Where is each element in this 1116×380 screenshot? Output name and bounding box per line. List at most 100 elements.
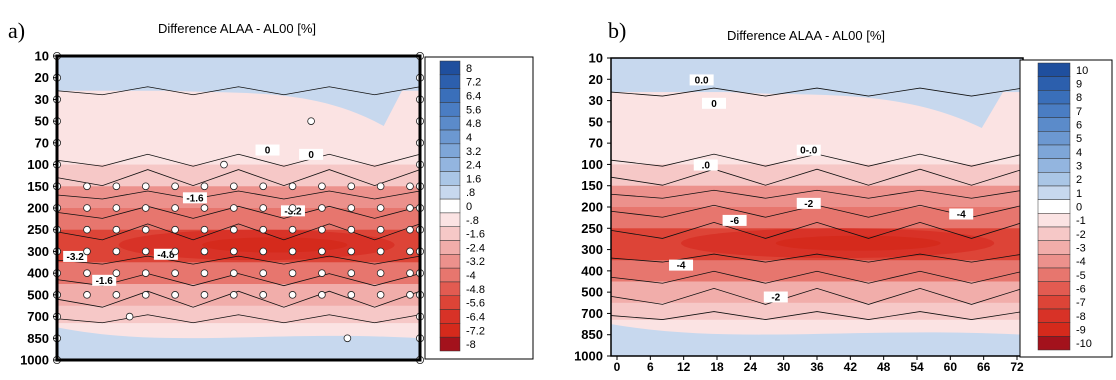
colorbar-label-a: -1.6	[466, 229, 485, 241]
colorbar-label-a: -4.8	[466, 284, 485, 296]
contour-label-b: -2	[771, 293, 780, 304]
grid-point-a	[259, 225, 267, 234]
field-band-a	[57, 208, 420, 231]
field-positive-a	[57, 56, 420, 126]
y-tick-label-a: 70	[35, 135, 49, 150]
grid-point-a	[141, 225, 150, 234]
contour-line-a	[56, 223, 421, 241]
contour-label-b: 0-.0	[800, 146, 818, 157]
grid-point-a	[200, 182, 209, 191]
field-band-b	[611, 207, 1023, 229]
contour-label-bg-b	[702, 97, 726, 109]
field-positive-b	[611, 58, 1023, 128]
contour-label-bg-b	[722, 214, 747, 226]
grid-point-a	[200, 269, 209, 277]
contour-label-bg-b	[669, 259, 694, 271]
colorbar-label-a: 1.6	[466, 173, 481, 185]
contour-line-a	[56, 190, 421, 200]
field-b	[611, 58, 1023, 357]
grid-point-a	[307, 117, 315, 125]
y-tick-label-b: 20	[589, 72, 603, 87]
contour-line-b	[610, 270, 1024, 284]
contour-label-bg-a	[63, 250, 88, 262]
colorbar-label-b: 6	[1076, 120, 1082, 132]
grid-point-a	[318, 269, 326, 277]
colorbar-swatch-a	[439, 74, 461, 89]
colorbar-swatch-b	[1037, 76, 1071, 91]
colorbar-label-b: 8	[1076, 92, 1082, 104]
grid-point-a	[288, 247, 297, 256]
grid-point-a	[171, 291, 179, 299]
y-tick-label-b: 100	[581, 157, 603, 172]
grid-point-a	[318, 247, 326, 256]
grid-point-a	[141, 204, 150, 212]
contour-line-a	[56, 290, 421, 308]
grid-point-a	[376, 247, 385, 256]
colorbar-label-b: -5	[1076, 270, 1086, 282]
colorbar-swatch-a	[439, 157, 461, 172]
field-band-a	[57, 164, 420, 187]
colorbar-swatch-b	[1037, 213, 1071, 228]
colorbar-label-b: 3	[1076, 161, 1082, 173]
colorbar-label-a: 4.8	[466, 118, 481, 130]
contour-line-b	[610, 311, 1024, 320]
colorbar-swatch-a	[439, 336, 461, 352]
contour-label-a: -3.2	[67, 252, 85, 263]
contour-label-a: -1.6	[186, 193, 204, 204]
contour-line-b	[610, 287, 1024, 305]
grid-point-a	[376, 291, 385, 299]
colorbar-swatch-a	[439, 267, 461, 283]
colorbar-swatch-a	[439, 226, 461, 241]
x-tick-label-b: 0	[614, 360, 621, 374]
y-tick-label-a: 50	[35, 114, 49, 129]
grid-point-a	[406, 291, 414, 299]
field-core-inner-a	[202, 237, 348, 253]
chart-title-b: Difference ALAA - AL00 [%]	[727, 28, 885, 43]
colorbar-label-a: 3.2	[466, 146, 481, 158]
contour-label-a: -4.8	[157, 250, 175, 261]
grid-point-a	[343, 334, 352, 343]
x-tick-label-b: 60	[944, 360, 958, 374]
grid-point-a	[347, 269, 356, 277]
grid-point-a	[83, 182, 91, 191]
y-tick-label-a: 200	[27, 201, 49, 216]
contour-label-a: 0	[265, 146, 271, 157]
grid-point-a	[347, 291, 356, 299]
grid-point-a	[141, 247, 150, 256]
colorbar-label-a: -6.4	[466, 311, 485, 323]
chart-b-svg: b) Difference ALAA - AL00 [%] 0.0 0 0-.0 .0 -2…	[574, 18, 1113, 374]
colorbar-swatch-b	[1037, 281, 1071, 296]
grid-point-a	[406, 247, 414, 256]
colorbar-swatch-a	[439, 240, 461, 255]
contour-label-bg-b	[796, 144, 821, 156]
colorbar-swatch-b	[1037, 103, 1071, 118]
colorbar-swatch-a	[439, 102, 461, 117]
grid-point-a	[112, 269, 121, 277]
y-tick-label-a: 1000	[20, 353, 49, 368]
grid-point-a	[112, 247, 121, 256]
colorbar-label-b: 1	[1076, 188, 1082, 200]
y-tick-label-b: 1000	[574, 349, 603, 364]
y-tick-label-b: 50	[589, 114, 603, 129]
y-tick-label-a: 500	[27, 287, 49, 302]
grid-point-a	[259, 247, 267, 256]
colorbar-label-a: 0	[466, 201, 472, 213]
field-band-a	[57, 186, 420, 209]
grid-point-a	[112, 291, 121, 299]
colorbar-label-b: 9	[1076, 79, 1082, 91]
grid-point-a	[83, 269, 91, 277]
contour-line-a	[56, 169, 421, 187]
x-tick-label-b: 54	[910, 360, 924, 374]
colorbar-label-b: -2	[1076, 229, 1086, 241]
contour-line-a	[56, 153, 421, 167]
grid-point-a	[406, 204, 414, 212]
colorbar-label-b: -10	[1076, 338, 1092, 350]
field-core-inner-b	[775, 235, 941, 251]
grid-point-a	[230, 247, 238, 256]
y-tick-label-a: 300	[27, 244, 49, 259]
colorbar-swatch-a	[439, 60, 461, 76]
colorbar-swatch-b	[1037, 158, 1071, 173]
y-tick-label-b: 700	[581, 306, 603, 321]
colorbar-swatch-b	[1037, 185, 1071, 200]
grid-point-a	[376, 204, 385, 212]
